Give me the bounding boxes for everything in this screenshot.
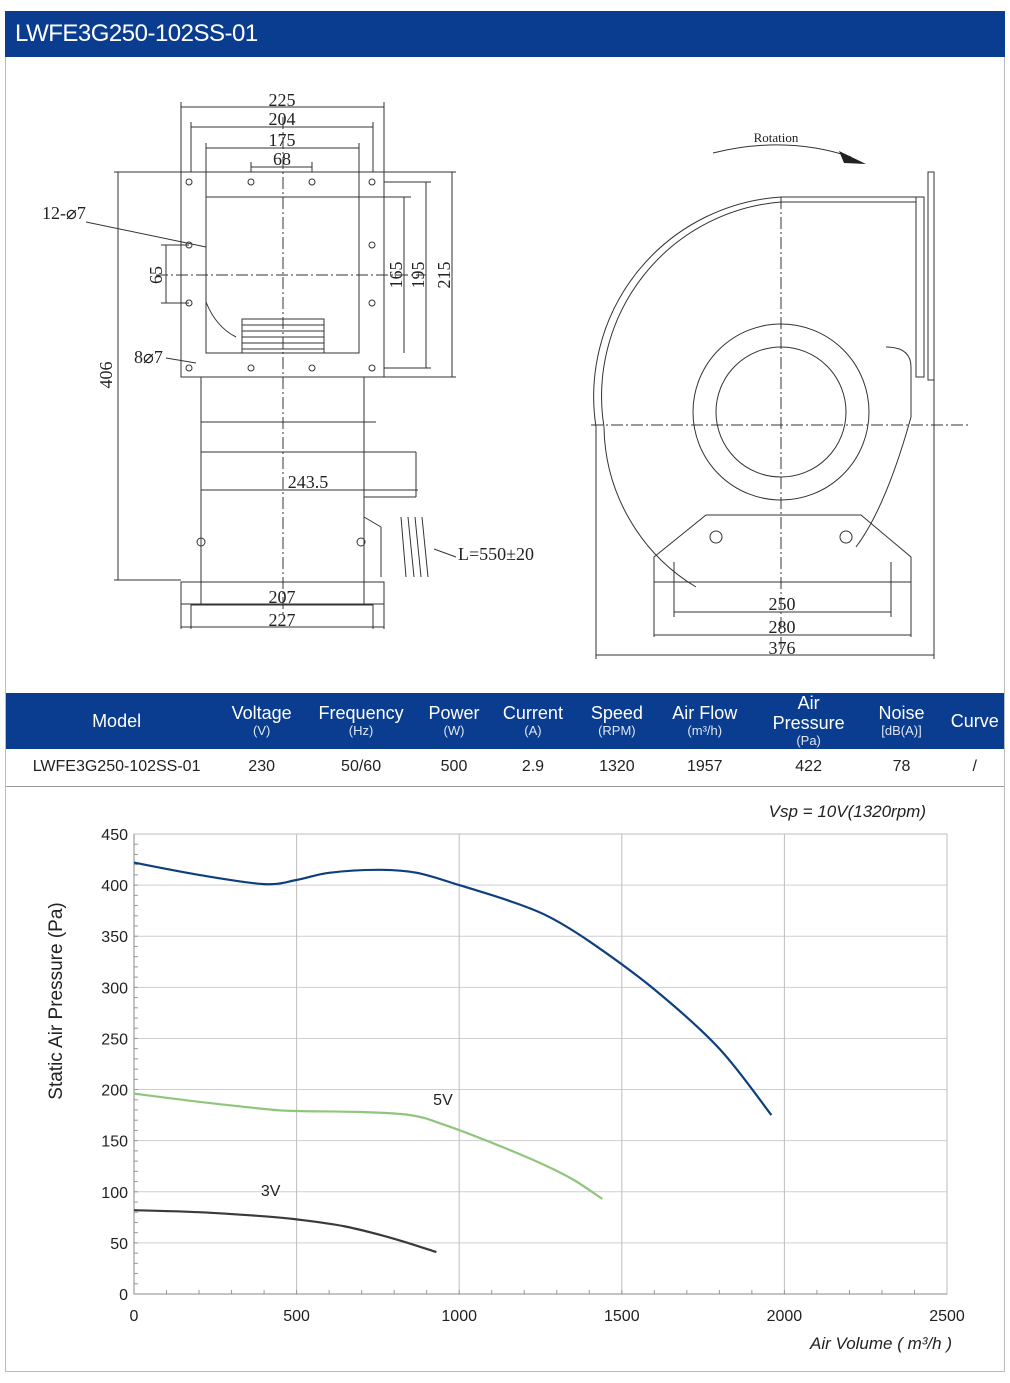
- series-line-0: [133, 861, 773, 1116]
- cell-speed: 1320: [599, 758, 635, 776]
- dim-12-holes: 12-⌀7: [42, 203, 86, 223]
- table-row: LWFE3G250-102SS-01 230 50/60 500 2.9 132…: [6, 749, 1005, 786]
- y-tick-label: 100: [101, 1185, 128, 1202]
- y-tick-label: 200: [101, 1083, 128, 1100]
- dim-175: 175: [269, 130, 296, 150]
- header-speed: Speed (RPM): [583, 693, 650, 749]
- cell-frequency: 50/60: [341, 758, 382, 776]
- cell-noise: 78: [892, 758, 911, 776]
- title-bar: LWFE3G250-102SS-01: [5, 11, 1005, 57]
- dim-227: 227: [269, 610, 296, 630]
- dim-165: 165: [386, 262, 406, 289]
- y-axis-title: Static Air Pressure (Pa): [46, 902, 67, 1099]
- header-current: Current (A): [482, 693, 584, 749]
- dim-376: 376: [769, 638, 796, 658]
- dim-243-5: 243.5: [288, 472, 329, 492]
- y-tick-label: 450: [101, 827, 128, 844]
- x-tick-label: 2500: [929, 1308, 965, 1325]
- header-noise: Noise [dB(A)]: [857, 693, 946, 749]
- header-air-pressure: Air Pressure (Pa): [759, 693, 858, 749]
- y-tick-label: 50: [110, 1236, 128, 1253]
- dim-195: 195: [408, 262, 428, 289]
- plot-frame: [133, 833, 948, 1295]
- header-power: Power (W): [426, 693, 482, 749]
- chart-subtitle: Vsp = 10V(1320rpm): [769, 802, 926, 821]
- series-line-1: [133, 1092, 603, 1200]
- cell-curve: /: [972, 758, 977, 776]
- x-axis-title: Air Volume ( m³/h ): [809, 1334, 952, 1353]
- dim-406: 406: [96, 362, 116, 389]
- x-tick-label: 0: [130, 1308, 139, 1325]
- y-tick-label: 0: [119, 1287, 128, 1304]
- header-voltage: Voltage (V): [227, 693, 297, 749]
- rotation-label: Rotation: [754, 130, 799, 145]
- dim-225: 225: [269, 90, 296, 110]
- header-model: Model: [5, 693, 228, 749]
- y-tick-label: 250: [101, 1031, 128, 1048]
- dim-68: 68: [273, 149, 291, 169]
- dim-280: 280: [769, 617, 796, 637]
- header-curve: Curve: [945, 693, 1005, 749]
- spec-table: Model Voltage (V) Frequency (Hz) Power (W) …: [5, 693, 1005, 787]
- series-label-5v: 5V: [433, 1092, 453, 1109]
- header-frequency: Frequency (Hz): [296, 693, 427, 749]
- x-tick-label: 1500: [604, 1308, 640, 1325]
- drawing-svg: 225 204 175 68 12-⌀7 65 8⌀7 406 165 195 …: [42, 90, 971, 659]
- cell-air-flow: 1957: [686, 758, 723, 776]
- y-tick-label: 150: [101, 1134, 128, 1151]
- x-tick-label: 500: [283, 1308, 310, 1325]
- page-title: LWFE3G250-102SS-01: [15, 20, 258, 47]
- y-tick-label: 400: [101, 878, 128, 895]
- dim-8-holes: 8⌀7: [134, 347, 163, 367]
- x-tick-label: 1000: [441, 1308, 477, 1325]
- cell-voltage: 230: [248, 758, 275, 776]
- y-tick-label: 350: [101, 929, 128, 946]
- chart-svg: 5V 3V 0 50 100 150 200 250 300 350 400 450 0 500 1000…: [46, 802, 965, 1353]
- cell-power: 500: [440, 758, 468, 776]
- dim-65: 65: [146, 266, 166, 284]
- dim-204: 204: [269, 109, 296, 129]
- cell-air-pressure: 422: [795, 758, 822, 776]
- cable-length: L=550±20: [458, 544, 534, 564]
- performance-chart: 5V 3V 0 50 100 150 200 250 300 350 400 450 0 500 1000…: [5, 779, 1005, 1372]
- dim-207: 207: [269, 587, 296, 607]
- series-line-2: [133, 1209, 437, 1254]
- technical-drawing: 225 204 175 68 12-⌀7 65 8⌀7 406 165 195 …: [5, 57, 1005, 693]
- header-air-flow: Air Flow (m³/h): [649, 693, 760, 749]
- series-label-3v: 3V: [261, 1183, 281, 1200]
- cell-model: LWFE3G250-102SS-01: [32, 758, 201, 776]
- dim-250: 250: [769, 594, 796, 614]
- dim-215: 215: [434, 262, 454, 289]
- x-tick-label: 2000: [767, 1308, 803, 1325]
- cell-current: 2.9: [521, 758, 545, 776]
- spec-header-row: Model Voltage (V) Frequency (Hz) Power (W) …: [5, 693, 1005, 749]
- y-tick-label: 300: [101, 980, 128, 997]
